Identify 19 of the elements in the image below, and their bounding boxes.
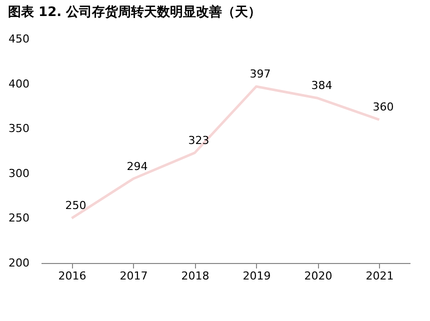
chart-title: 图表 12. 公司存货周转天数明显改善（天） <box>8 4 262 20</box>
y-tick-label: 350 <box>8 122 30 136</box>
x-tick-label: 2018 <box>181 270 210 282</box>
data-label: 323 <box>188 134 210 147</box>
data-label: 397 <box>250 67 271 80</box>
x-tick-label: 2019 <box>242 270 271 282</box>
y-tick-label: 300 <box>8 166 30 180</box>
y-tick-label: 450 <box>8 32 30 46</box>
x-tick-label: 2021 <box>366 270 394 282</box>
x-tick-label: 2017 <box>120 270 148 282</box>
y-tick-label: 400 <box>8 77 30 90</box>
data-label: 384 <box>311 79 332 92</box>
data-label: 250 <box>65 199 86 212</box>
data-label: 294 <box>126 160 148 173</box>
x-tick-label: 2020 <box>304 270 332 282</box>
data-label: 360 <box>372 100 394 114</box>
y-tick-label: 250 <box>8 212 30 225</box>
y-tick-label: 200 <box>8 256 30 270</box>
x-tick-label: 2016 <box>58 270 86 282</box>
